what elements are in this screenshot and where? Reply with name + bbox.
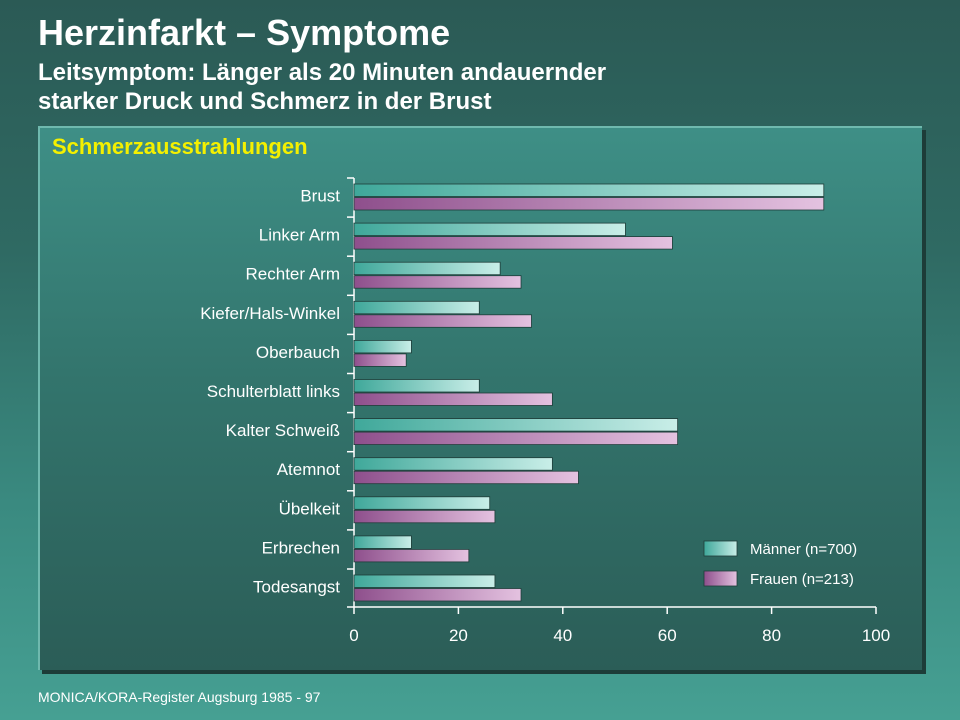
bar-men (353, 457, 553, 471)
bar-women (353, 470, 579, 485)
x-tick-label: 60 (658, 626, 677, 645)
legend-label-men: Männer (n=700) (750, 541, 857, 558)
category-label: Kalter Schweiß (226, 421, 340, 440)
bar-men (353, 183, 825, 197)
slide-subtitle: Leitsymptom: Länger als 20 Minuten andau… (38, 58, 798, 116)
x-tick-label: 20 (449, 626, 468, 645)
category-label: Linker Arm (259, 226, 340, 245)
x-tick-label: 0 (349, 626, 358, 645)
bar-men (353, 339, 412, 354)
legend-swatch-men (703, 540, 738, 557)
x-tick-label: 100 (862, 626, 890, 645)
source-footer: MONICA/KORA-Register Augsburg 1985 - 97 (38, 689, 321, 705)
subtitle-line-1: Leitsymptom: Länger als 20 Minuten andau… (38, 59, 607, 86)
bar-men (353, 261, 501, 276)
bar-women (353, 275, 522, 289)
subtitle-line-2: starker Druck und Schmerz in der Brust (38, 88, 492, 115)
bar-women (353, 314, 532, 328)
category-label: Oberbauch (256, 343, 340, 362)
category-label: Kiefer/Hals-Winkel (200, 304, 340, 323)
bar-men (353, 300, 480, 315)
legend-label-women: Frauen (n=213) (750, 571, 854, 588)
category-label: Atemnot (277, 460, 341, 479)
bar-men (353, 418, 679, 432)
bar-men (353, 222, 626, 237)
legend-swatch-women (703, 570, 738, 587)
bar-women (353, 549, 470, 563)
bar-men (353, 574, 496, 588)
x-tick-label: 40 (553, 626, 572, 645)
x-tick-label: 80 (762, 626, 781, 645)
slide-title: Herzinfarkt – Symptome (38, 12, 451, 53)
bar-men (353, 379, 480, 393)
category-label: Übelkeit (279, 499, 341, 518)
category-label: Erbrechen (262, 538, 340, 557)
category-label: Rechter Arm (246, 265, 340, 284)
bar-women (353, 392, 553, 406)
bar-women (353, 509, 496, 524)
category-label: Schulterblatt links (207, 382, 340, 401)
bar-women (353, 197, 825, 211)
bar-women (353, 431, 679, 446)
category-label: Brust (300, 187, 340, 206)
bar-women (353, 353, 407, 367)
chart-title: Schmerzausstrahlungen (52, 134, 308, 159)
bar-men (353, 496, 491, 510)
bar-men (353, 535, 412, 549)
bar-women (353, 588, 522, 602)
category-label: Todesangst (253, 578, 340, 597)
bar-women (353, 236, 673, 250)
